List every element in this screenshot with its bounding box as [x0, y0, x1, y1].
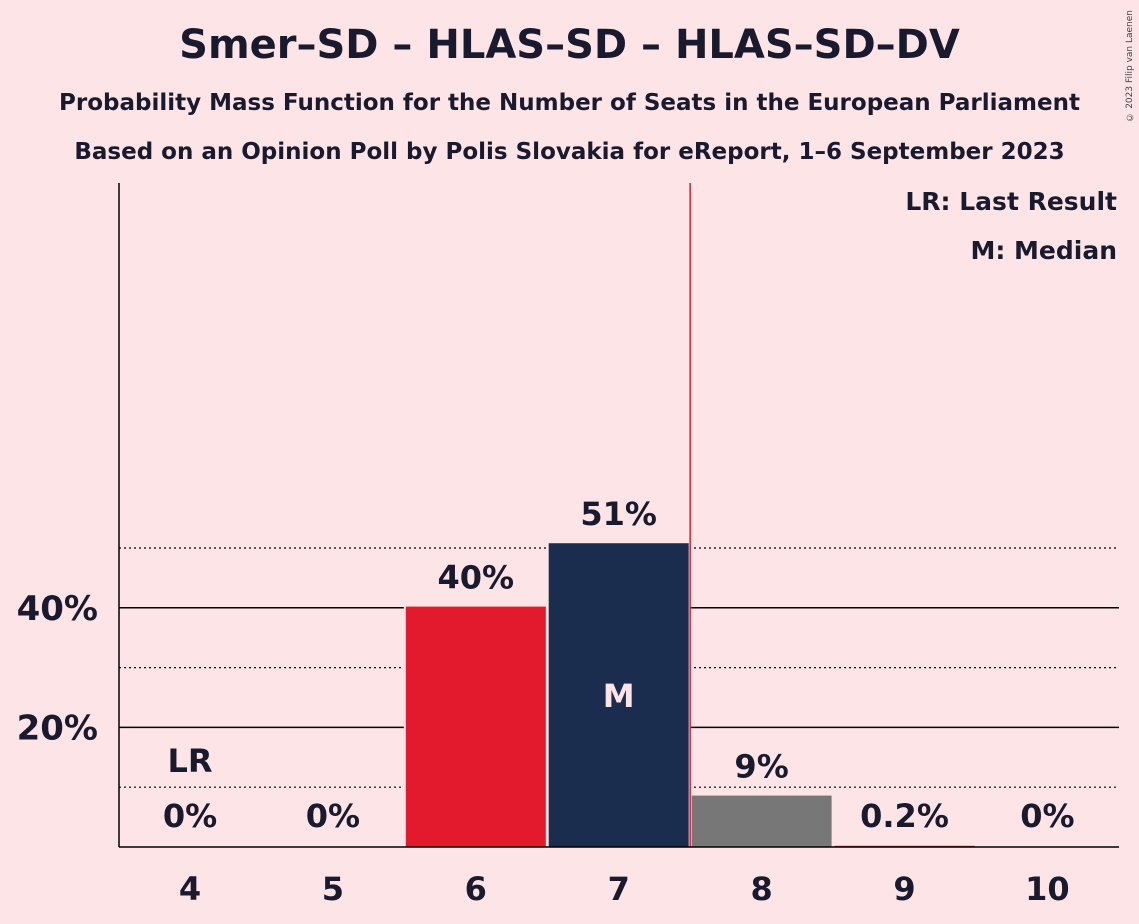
x-tick-label: 8 [750, 870, 772, 908]
legend-median: M: Median [970, 236, 1117, 265]
x-tick-label: 5 [322, 870, 344, 908]
median-marker: M [603, 677, 635, 715]
axes: 20% 40% 4 5 6 7 8 9 10 [17, 183, 1119, 908]
legend-last-result: LR: Last Result [905, 187, 1117, 216]
x-tick-label: 9 [893, 870, 915, 908]
value-label: 0% [1020, 797, 1074, 835]
y-tick-label: 20% [17, 708, 98, 748]
last-result-marker: LR [167, 742, 212, 780]
chart-title: Smer–SD – HLAS–SD – HLAS–SD–DV [179, 22, 960, 68]
bar-seat-6 [405, 606, 546, 847]
legend: LR: Last Result M: Median [905, 187, 1117, 265]
value-labels: 0% 0% 40% 51% 9% 0.2% 0% M LR [163, 495, 1075, 835]
x-tick-label: 10 [1025, 870, 1070, 908]
value-label: 40% [438, 559, 515, 597]
bar-gap [832, 843, 977, 847]
value-label: 51% [580, 495, 657, 533]
y-tick-label: 40% [17, 589, 98, 629]
value-label: 0% [163, 797, 217, 835]
x-tick-label: 7 [608, 870, 630, 908]
value-label: 0.2% [860, 797, 949, 835]
value-label: 9% [734, 748, 788, 786]
chart-source-line: Based on an Opinion Poll by Polis Slovak… [74, 139, 1065, 165]
bar-seat-8 [691, 795, 832, 847]
bars [403, 541, 977, 848]
chart-subtitle: Probability Mass Function for the Number… [59, 90, 1080, 116]
x-tick-label: 4 [179, 870, 201, 908]
x-tick-label: 6 [465, 870, 487, 908]
bar-seat-7 [548, 543, 689, 847]
value-label: 0% [306, 797, 360, 835]
